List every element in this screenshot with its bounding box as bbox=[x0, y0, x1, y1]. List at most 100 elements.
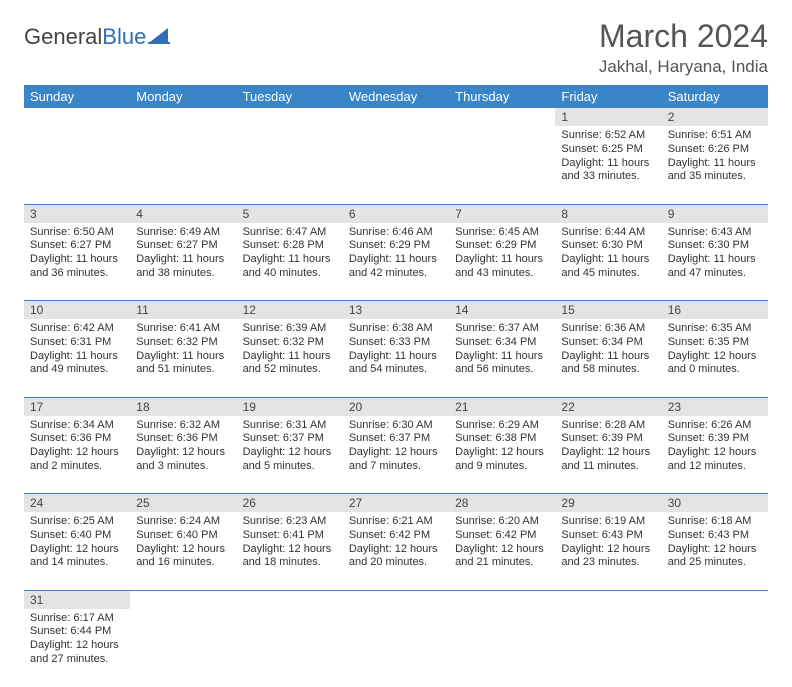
day-cell: Sunrise: 6:44 AMSunset: 6:30 PMDaylight:… bbox=[555, 223, 661, 301]
sunrise-text: Sunrise: 6:20 AM bbox=[455, 515, 549, 529]
day-cell bbox=[237, 609, 343, 687]
day-cell: Sunrise: 6:47 AMSunset: 6:28 PMDaylight:… bbox=[237, 223, 343, 301]
sunset-text: Sunset: 6:30 PM bbox=[668, 239, 762, 253]
daylight-text: Daylight: 11 hours and 35 minutes. bbox=[668, 157, 762, 185]
day-number: 25 bbox=[130, 494, 236, 513]
day-cell: Sunrise: 6:41 AMSunset: 6:32 PMDaylight:… bbox=[130, 319, 236, 397]
day-detail: Sunrise: 6:23 AMSunset: 6:41 PMDaylight:… bbox=[237, 512, 343, 574]
sunrise-text: Sunrise: 6:17 AM bbox=[30, 612, 124, 626]
day-detail: Sunrise: 6:21 AMSunset: 6:42 PMDaylight:… bbox=[343, 512, 449, 574]
logo-text-1: General bbox=[24, 24, 102, 50]
day-detail: Sunrise: 6:45 AMSunset: 6:29 PMDaylight:… bbox=[449, 223, 555, 285]
day-cell: Sunrise: 6:21 AMSunset: 6:42 PMDaylight:… bbox=[343, 512, 449, 590]
sunset-text: Sunset: 6:38 PM bbox=[455, 432, 549, 446]
day-number bbox=[343, 108, 449, 126]
day-number: 13 bbox=[343, 301, 449, 320]
day-number: 22 bbox=[555, 397, 661, 416]
day-detail: Sunrise: 6:50 AMSunset: 6:27 PMDaylight:… bbox=[24, 223, 130, 285]
day-cell: Sunrise: 6:28 AMSunset: 6:39 PMDaylight:… bbox=[555, 416, 661, 494]
day-cell: Sunrise: 6:39 AMSunset: 6:32 PMDaylight:… bbox=[237, 319, 343, 397]
day-cell: Sunrise: 6:25 AMSunset: 6:40 PMDaylight:… bbox=[24, 512, 130, 590]
day-cell: Sunrise: 6:52 AMSunset: 6:25 PMDaylight:… bbox=[555, 126, 661, 204]
sunrise-text: Sunrise: 6:35 AM bbox=[668, 322, 762, 336]
sunrise-text: Sunrise: 6:34 AM bbox=[30, 419, 124, 433]
sunrise-text: Sunrise: 6:42 AM bbox=[30, 322, 124, 336]
day-detail: Sunrise: 6:37 AMSunset: 6:34 PMDaylight:… bbox=[449, 319, 555, 381]
day-header-saturday: Saturday bbox=[662, 85, 768, 108]
day-cell: Sunrise: 6:20 AMSunset: 6:42 PMDaylight:… bbox=[449, 512, 555, 590]
day-number: 24 bbox=[24, 494, 130, 513]
sunrise-text: Sunrise: 6:21 AM bbox=[349, 515, 443, 529]
day-cell bbox=[449, 126, 555, 204]
day-detail: Sunrise: 6:32 AMSunset: 6:36 PMDaylight:… bbox=[130, 416, 236, 478]
day-cell: Sunrise: 6:38 AMSunset: 6:33 PMDaylight:… bbox=[343, 319, 449, 397]
day-cell bbox=[555, 609, 661, 687]
day-cell: Sunrise: 6:18 AMSunset: 6:43 PMDaylight:… bbox=[662, 512, 768, 590]
day-number: 16 bbox=[662, 301, 768, 320]
sunrise-text: Sunrise: 6:18 AM bbox=[668, 515, 762, 529]
daylight-text: Daylight: 12 hours and 7 minutes. bbox=[349, 446, 443, 474]
logo-text-2: Blue bbox=[102, 24, 146, 50]
day-detail: Sunrise: 6:20 AMSunset: 6:42 PMDaylight:… bbox=[449, 512, 555, 574]
sunset-text: Sunset: 6:39 PM bbox=[668, 432, 762, 446]
daylight-text: Daylight: 11 hours and 56 minutes. bbox=[455, 350, 549, 378]
day-header-wednesday: Wednesday bbox=[343, 85, 449, 108]
day-cell: Sunrise: 6:49 AMSunset: 6:27 PMDaylight:… bbox=[130, 223, 236, 301]
daylight-text: Daylight: 11 hours and 58 minutes. bbox=[561, 350, 655, 378]
daylight-text: Daylight: 12 hours and 16 minutes. bbox=[136, 543, 230, 571]
day-cell: Sunrise: 6:29 AMSunset: 6:38 PMDaylight:… bbox=[449, 416, 555, 494]
sunset-text: Sunset: 6:32 PM bbox=[136, 336, 230, 350]
daylight-text: Daylight: 12 hours and 9 minutes. bbox=[455, 446, 549, 474]
day-detail: Sunrise: 6:19 AMSunset: 6:43 PMDaylight:… bbox=[555, 512, 661, 574]
sunrise-text: Sunrise: 6:24 AM bbox=[136, 515, 230, 529]
sunrise-text: Sunrise: 6:37 AM bbox=[455, 322, 549, 336]
day-number: 3 bbox=[24, 204, 130, 223]
daylight-text: Daylight: 12 hours and 14 minutes. bbox=[30, 543, 124, 571]
day-number: 8 bbox=[555, 204, 661, 223]
day-number: 19 bbox=[237, 397, 343, 416]
day-cell bbox=[130, 126, 236, 204]
sunrise-text: Sunrise: 6:31 AM bbox=[243, 419, 337, 433]
day-number bbox=[555, 590, 661, 609]
day-detail: Sunrise: 6:18 AMSunset: 6:43 PMDaylight:… bbox=[662, 512, 768, 574]
sunset-text: Sunset: 6:36 PM bbox=[30, 432, 124, 446]
day-number: 6 bbox=[343, 204, 449, 223]
daylight-text: Daylight: 11 hours and 47 minutes. bbox=[668, 253, 762, 281]
sunset-text: Sunset: 6:29 PM bbox=[455, 239, 549, 253]
day-detail: Sunrise: 6:46 AMSunset: 6:29 PMDaylight:… bbox=[343, 223, 449, 285]
day-detail: Sunrise: 6:26 AMSunset: 6:39 PMDaylight:… bbox=[662, 416, 768, 478]
day-cell: Sunrise: 6:45 AMSunset: 6:29 PMDaylight:… bbox=[449, 223, 555, 301]
title-block: March 2024 Jakhal, Haryana, India bbox=[599, 18, 768, 77]
day-detail: Sunrise: 6:35 AMSunset: 6:35 PMDaylight:… bbox=[662, 319, 768, 381]
day-number bbox=[24, 108, 130, 126]
day-detail: Sunrise: 6:30 AMSunset: 6:37 PMDaylight:… bbox=[343, 416, 449, 478]
sunset-text: Sunset: 6:37 PM bbox=[349, 432, 443, 446]
daynum-row: 3456789 bbox=[24, 204, 768, 223]
sunrise-text: Sunrise: 6:49 AM bbox=[136, 226, 230, 240]
day-number: 4 bbox=[130, 204, 236, 223]
day-detail: Sunrise: 6:44 AMSunset: 6:30 PMDaylight:… bbox=[555, 223, 661, 285]
day-header-sunday: Sunday bbox=[24, 85, 130, 108]
week-row: Sunrise: 6:42 AMSunset: 6:31 PMDaylight:… bbox=[24, 319, 768, 397]
day-number: 9 bbox=[662, 204, 768, 223]
day-header-row: SundayMondayTuesdayWednesdayThursdayFrid… bbox=[24, 85, 768, 108]
day-number: 14 bbox=[449, 301, 555, 320]
day-number: 12 bbox=[237, 301, 343, 320]
day-detail: Sunrise: 6:29 AMSunset: 6:38 PMDaylight:… bbox=[449, 416, 555, 478]
day-detail: Sunrise: 6:39 AMSunset: 6:32 PMDaylight:… bbox=[237, 319, 343, 381]
sunset-text: Sunset: 6:37 PM bbox=[243, 432, 337, 446]
sunrise-text: Sunrise: 6:38 AM bbox=[349, 322, 443, 336]
day-cell: Sunrise: 6:46 AMSunset: 6:29 PMDaylight:… bbox=[343, 223, 449, 301]
sunrise-text: Sunrise: 6:45 AM bbox=[455, 226, 549, 240]
day-header-thursday: Thursday bbox=[449, 85, 555, 108]
day-detail: Sunrise: 6:24 AMSunset: 6:40 PMDaylight:… bbox=[130, 512, 236, 574]
week-row: Sunrise: 6:17 AMSunset: 6:44 PMDaylight:… bbox=[24, 609, 768, 687]
daylight-text: Daylight: 11 hours and 36 minutes. bbox=[30, 253, 124, 281]
sunset-text: Sunset: 6:33 PM bbox=[349, 336, 443, 350]
sunrise-text: Sunrise: 6:19 AM bbox=[561, 515, 655, 529]
sunset-text: Sunset: 6:30 PM bbox=[561, 239, 655, 253]
daylight-text: Daylight: 11 hours and 40 minutes. bbox=[243, 253, 337, 281]
daylight-text: Daylight: 11 hours and 43 minutes. bbox=[455, 253, 549, 281]
sunrise-text: Sunrise: 6:25 AM bbox=[30, 515, 124, 529]
day-number bbox=[130, 590, 236, 609]
